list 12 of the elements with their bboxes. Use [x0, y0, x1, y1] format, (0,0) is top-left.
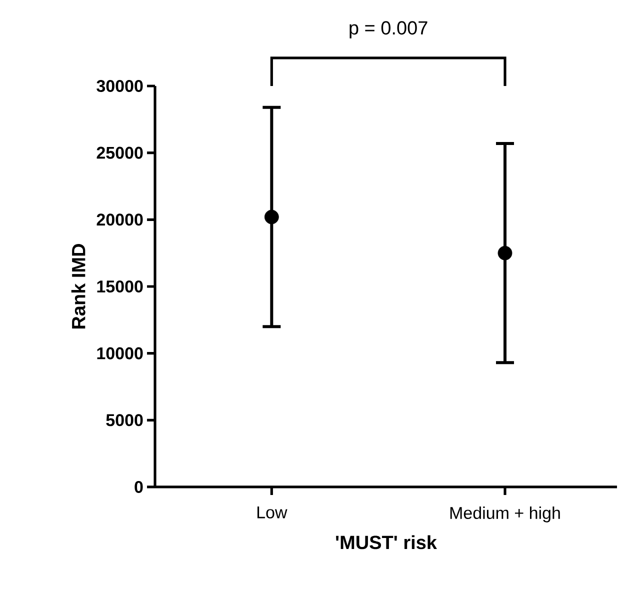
y-axis-title: Rank IMD: [71, 244, 86, 329]
x-axis-title: 'MUST' risk: [336, 535, 437, 550]
y-tick-label: 25000: [96, 146, 143, 159]
text: p = 0.007: [350, 21, 428, 38]
x-tick-label: Low: [257, 506, 288, 518]
x-tick-label: Medium + high: [450, 506, 560, 522]
y-tick-label: 30000: [96, 80, 143, 92]
y-tick-label: 0: [134, 480, 143, 494]
y-tick-label: 5000: [106, 414, 143, 426]
y-tick-label: 20000: [96, 214, 143, 226]
y-tick-label: 15000: [97, 280, 143, 293]
y-tick-label: 10000: [97, 347, 143, 360]
